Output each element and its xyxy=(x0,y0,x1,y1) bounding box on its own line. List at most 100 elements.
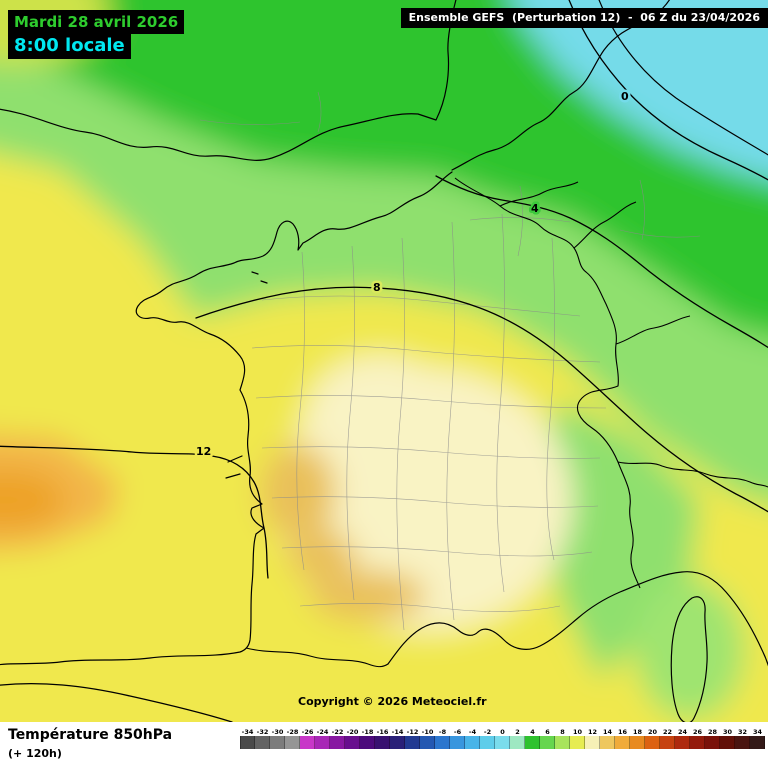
legend-cell: 32 xyxy=(735,728,750,749)
weather-map-canvas: 0 4 8 12 xyxy=(0,0,768,722)
legend-value: 18 xyxy=(632,728,643,736)
legend-value: -20 xyxy=(346,728,359,736)
legend-cell: 14 xyxy=(600,728,615,749)
legend-swatch xyxy=(375,736,390,749)
legend-cell: -14 xyxy=(390,728,405,749)
legend-swatch xyxy=(660,736,675,749)
legend-swatch xyxy=(330,736,345,749)
legend-swatch xyxy=(630,736,645,749)
legend-value: -22 xyxy=(331,728,344,736)
legend-value: 4 xyxy=(530,728,535,736)
legend-swatch xyxy=(600,736,615,749)
time-strip: 8:00 locale xyxy=(8,34,131,60)
time-label: 8:00 locale xyxy=(14,35,125,57)
legend-swatch xyxy=(405,736,420,749)
legend-swatch xyxy=(480,736,495,749)
legend-swatch xyxy=(570,736,585,749)
legend-value: 10 xyxy=(572,728,583,736)
legend-cell: -22 xyxy=(330,728,345,749)
legend-swatch xyxy=(690,736,705,749)
legend-cell: 24 xyxy=(675,728,690,749)
map-area: 0 4 8 12 Mardi 28 avril 2026 8:00 locale… xyxy=(0,0,768,722)
legend-cell: -6 xyxy=(450,728,465,749)
legend-value: 34 xyxy=(752,728,763,736)
legend-value: 8 xyxy=(560,728,565,736)
copyright-label: Copyright © 2026 Meteociel.fr xyxy=(298,695,487,708)
legend-value: -10 xyxy=(421,728,434,736)
contour-lines xyxy=(0,0,768,722)
legend-swatch xyxy=(390,736,405,749)
legend-cell: 8 xyxy=(555,728,570,749)
legend-value: 24 xyxy=(677,728,688,736)
legend-cell: -2 xyxy=(480,728,495,749)
legend-swatch xyxy=(705,736,720,749)
contour-label-8: 8 xyxy=(373,281,381,294)
datetime-box: Mardi 28 avril 2026 8:00 locale xyxy=(8,10,185,60)
legend-cell: -4 xyxy=(465,728,480,749)
legend-value: 22 xyxy=(662,728,673,736)
temperature-field xyxy=(0,0,768,722)
legend-swatch xyxy=(540,736,555,749)
legend: -34 -32 -30 -28 -26 -24 -22 -20 -18 -16 -14 -12 -10-… xyxy=(240,728,765,749)
legend-swatch xyxy=(720,736,735,749)
legend-cell: 30 xyxy=(720,728,735,749)
date-strip: Mardi 28 avril 2026 xyxy=(8,10,185,35)
legend-swatch xyxy=(240,736,255,749)
legend-cell: 4 xyxy=(525,728,540,749)
contour-labels: 0 4 8 12 xyxy=(194,88,632,461)
legend-value: 32 xyxy=(737,728,748,736)
date-label: Mardi 28 avril 2026 xyxy=(14,13,179,31)
legend-value: -4 xyxy=(468,728,477,736)
legend-value: -2 xyxy=(483,728,492,736)
legend-swatch xyxy=(435,736,450,749)
legend-value: 28 xyxy=(707,728,718,736)
legend-value: 2 xyxy=(515,728,520,736)
legend-swatch xyxy=(450,736,465,749)
legend-swatch xyxy=(315,736,330,749)
legend-value: -30 xyxy=(271,728,284,736)
legend-value: -28 xyxy=(286,728,299,736)
forecast-hour-label: (+ 120h) xyxy=(8,747,62,760)
legend-cell: -24 xyxy=(315,728,330,749)
legend-cell: 22 xyxy=(660,728,675,749)
model-run-label: Ensemble GEFS (Perturbation 12) - 06 Z d… xyxy=(400,8,768,28)
legend-cell: 10 xyxy=(570,728,585,749)
department-borders xyxy=(199,91,701,631)
legend-value: -8 xyxy=(438,728,447,736)
legend-swatch xyxy=(255,736,270,749)
legend-value: -14 xyxy=(391,728,404,736)
legend-cell: -8 xyxy=(435,728,450,749)
legend-value: -26 xyxy=(301,728,314,736)
legend-value: 20 xyxy=(647,728,658,736)
legend-swatch xyxy=(465,736,480,749)
legend-swatch xyxy=(555,736,570,749)
legend-cell: 16 xyxy=(615,728,630,749)
legend-swatch xyxy=(735,736,750,749)
legend-swatch xyxy=(585,736,600,749)
legend-cell: -34 xyxy=(240,728,255,749)
legend-swatch xyxy=(645,736,660,749)
legend-swatch xyxy=(750,736,765,749)
legend-cell: -26 xyxy=(300,728,315,749)
country-borders xyxy=(245,177,768,668)
legend-cell: 20 xyxy=(645,728,660,749)
legend-swatch xyxy=(360,736,375,749)
legend-value: -16 xyxy=(376,728,389,736)
legend-cell: -12 xyxy=(405,728,420,749)
legend-value: 16 xyxy=(617,728,628,736)
legend-value: -34 xyxy=(241,728,254,736)
contour-label-12: 12 xyxy=(196,445,211,458)
legend-cell: -18 xyxy=(360,728,375,749)
coastlines xyxy=(0,0,768,722)
legend-value: -18 xyxy=(361,728,374,736)
legend-value: -24 xyxy=(316,728,329,736)
legend-cell: -20 xyxy=(345,728,360,749)
legend-value: -12 xyxy=(406,728,419,736)
legend-cell: -28 xyxy=(285,728,300,749)
contour-label-0: 0 xyxy=(621,90,629,103)
legend-swatch xyxy=(345,736,360,749)
legend-swatch xyxy=(510,736,525,749)
legend-swatch xyxy=(300,736,315,749)
legend-cell: 0 xyxy=(495,728,510,749)
